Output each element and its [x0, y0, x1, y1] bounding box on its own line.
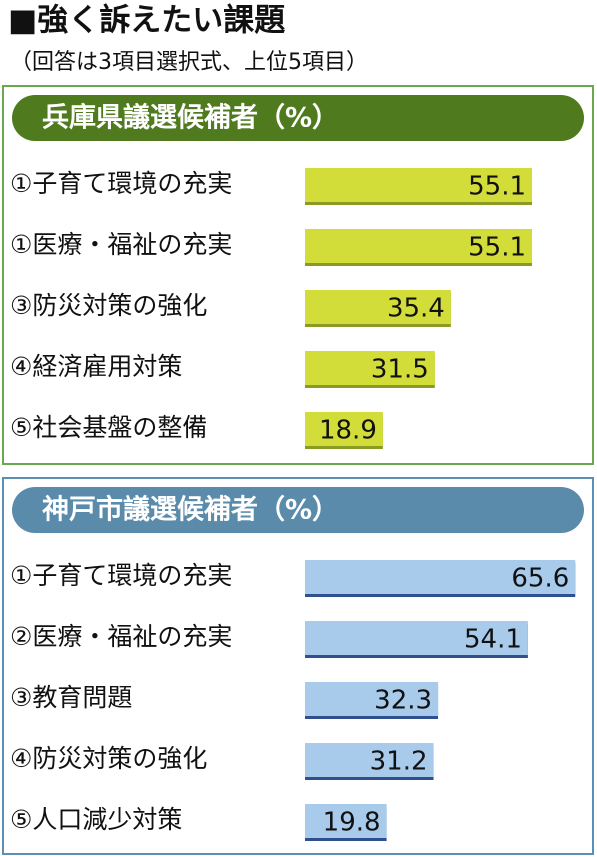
value-label: 35.4: [387, 294, 445, 324]
category-label: ①医療・福祉の充実: [10, 230, 232, 259]
panel: [2, 477, 594, 855]
panel: [2, 85, 594, 465]
panel-header: [12, 95, 584, 141]
value-label: 54.1: [464, 625, 522, 655]
value-label: 32.3: [374, 686, 432, 716]
bar: [305, 621, 528, 655]
category-label: ②医療・福祉の充実: [10, 622, 232, 651]
value-label: 18.9: [319, 416, 377, 446]
value-label: 31.2: [370, 747, 428, 777]
category-label: ③教育問題: [10, 683, 132, 712]
bar: [305, 804, 387, 838]
value-label: 65.6: [511, 564, 569, 594]
panel-title: 神戸市議選候補者（%）: [42, 494, 339, 526]
category-label: ③防災対策の強化: [10, 291, 207, 320]
value-label: 55.1: [468, 233, 526, 263]
value-label: 55.1: [468, 172, 526, 202]
bar: [305, 351, 435, 385]
category-label: ⑤人口減少対策: [10, 805, 182, 834]
bar: [305, 168, 533, 202]
bar: [305, 560, 576, 594]
bar: [305, 682, 439, 716]
value-label: 31.5: [371, 355, 429, 385]
category-label: ①子育て環境の充実: [10, 169, 232, 198]
page-subtitle: （回答は3項目選択式、上位5項目）: [10, 50, 368, 75]
bar: [305, 290, 451, 324]
bar: [305, 743, 434, 777]
value-label: 19.8: [323, 808, 381, 838]
bar: [305, 229, 533, 263]
bar: [305, 412, 383, 446]
panel-header: [12, 487, 584, 533]
panel-title: 兵庫県議選候補者（%）: [42, 103, 339, 134]
category-label: ⑤社会基盤の整備: [10, 413, 207, 442]
category-label: ①子育て環境の充実: [10, 561, 232, 590]
category-label: ④防災対策の強化: [10, 744, 207, 773]
page-title: ■強く訴えたい課題: [8, 3, 285, 39]
category-label: ④経済雇用対策: [10, 352, 182, 381]
